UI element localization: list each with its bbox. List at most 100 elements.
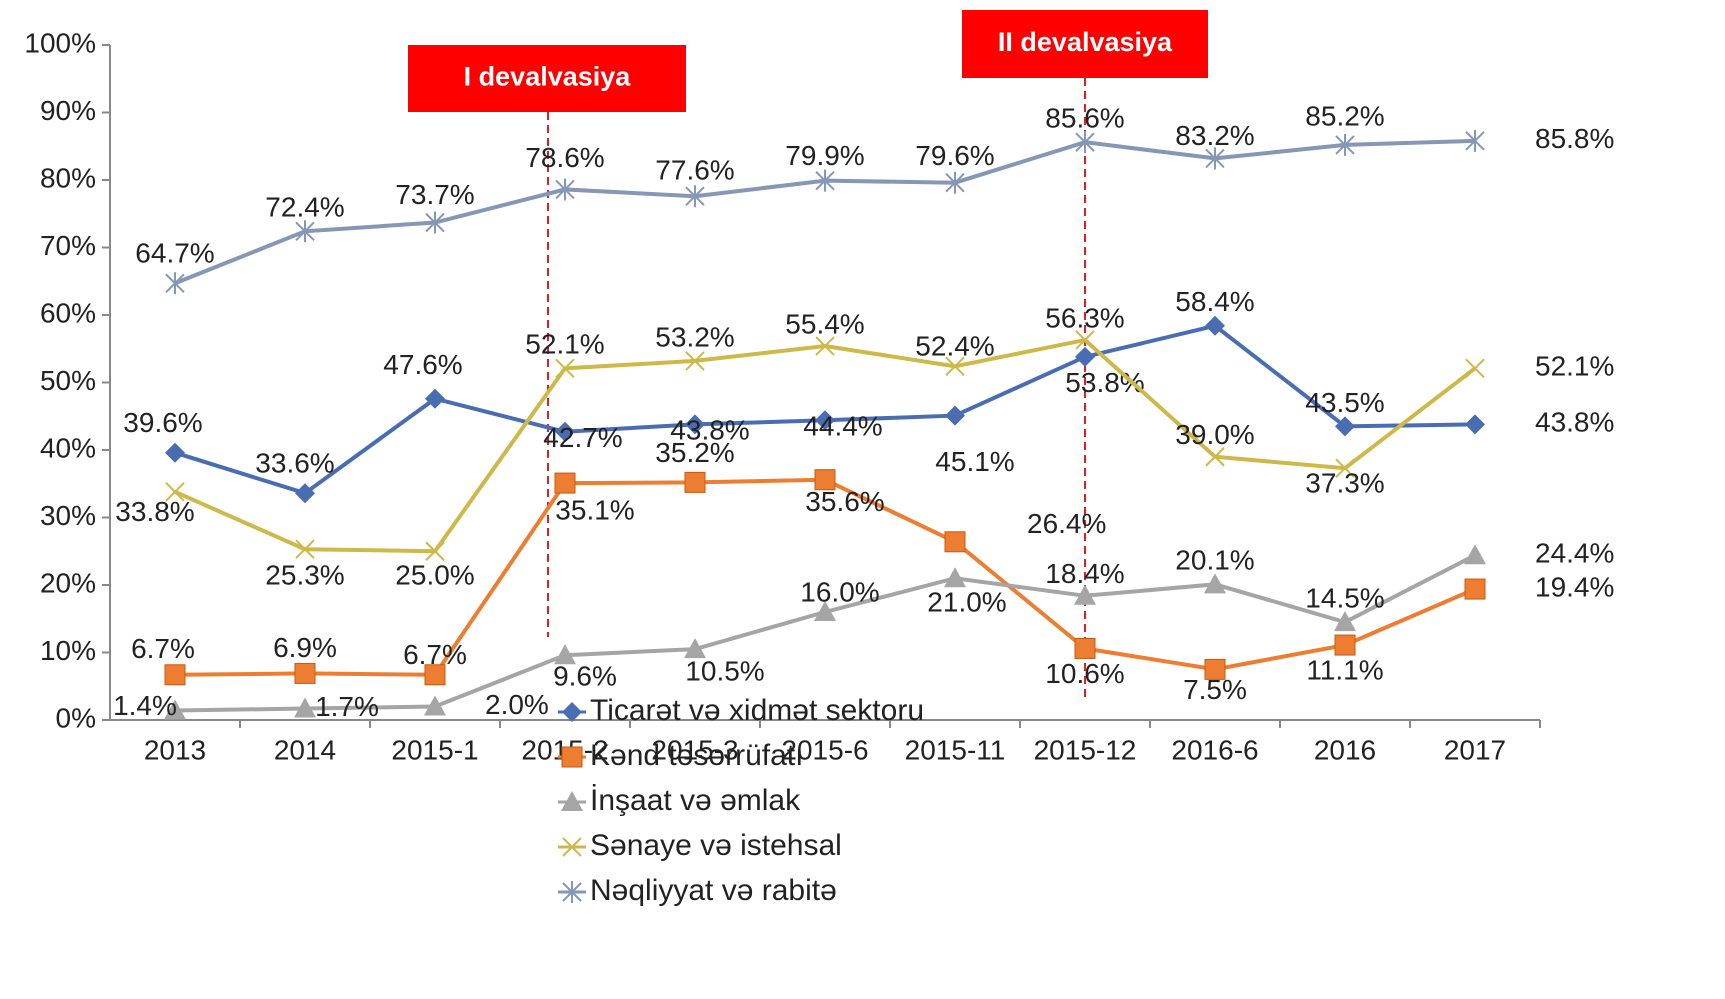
y-tick-label: 40% — [40, 432, 96, 463]
annotation-box — [408, 45, 686, 112]
data-label: 33.8% — [115, 496, 194, 527]
data-label: 39.6% — [123, 407, 202, 438]
data-label: 85.8% — [1535, 123, 1614, 154]
data-label: 72.4% — [265, 192, 344, 223]
legend-label: Kənd təsərrüfatı — [590, 739, 803, 772]
marker — [685, 414, 705, 435]
marker — [1335, 133, 1355, 156]
legend-label: Ticarət və xidmət sektoru — [590, 694, 924, 727]
data-label: 2.0% — [485, 689, 549, 720]
marker — [1204, 658, 1226, 680]
data-label: 10.6% — [1045, 658, 1124, 689]
marker — [1465, 129, 1485, 152]
data-label: 52.1% — [1535, 351, 1614, 382]
data-label: 6.7% — [131, 633, 195, 664]
marker — [1465, 358, 1485, 379]
data-label: 6.7% — [403, 639, 467, 670]
data-label: 58.4% — [1175, 286, 1254, 317]
annotation-box — [962, 10, 1208, 78]
x-tick-label: 2014 — [274, 734, 336, 765]
series: 33.8% 25.3% 25.0% 52.1% 53.2% 55.4% 52.4% 56.3%… — [115, 302, 1614, 590]
data-label: 53.2% — [655, 321, 734, 352]
data-label: 16.0% — [800, 576, 879, 607]
marker — [944, 567, 966, 588]
data-label: 45.1% — [935, 446, 1014, 477]
data-label: 43.8% — [1535, 407, 1614, 438]
y-tick-label: 90% — [40, 95, 96, 126]
marker — [1464, 578, 1486, 600]
marker — [814, 469, 836, 491]
data-label: 35.2% — [655, 437, 734, 468]
data-label: 1.7% — [315, 691, 379, 722]
data-label: 64.7% — [135, 238, 214, 269]
marker — [815, 410, 835, 431]
marker — [814, 601, 836, 621]
data-label: 7.5% — [1183, 674, 1247, 705]
data-label: 79.9% — [785, 140, 864, 171]
data-label: 78.6% — [525, 142, 604, 173]
marker — [1075, 131, 1095, 154]
y-tick-label: 20% — [40, 567, 96, 598]
data-label: 55.4% — [785, 308, 864, 339]
data-label: 77.6% — [655, 155, 734, 186]
data-label: 21.0% — [927, 587, 1006, 618]
series: 64.7% 72.4% 73.7% 78.6% 77.6% 79.9% 79.6% 85.6%… — [135, 100, 1614, 295]
data-label: 44.4% — [803, 411, 882, 442]
marker — [562, 837, 582, 857]
marker — [425, 211, 445, 234]
data-label: 43.8% — [670, 415, 749, 446]
marker — [164, 699, 186, 720]
marker — [685, 185, 705, 208]
data-label: 37.3% — [1305, 468, 1384, 499]
marker — [424, 664, 446, 686]
data-label: 25.3% — [265, 560, 344, 591]
marker — [1075, 330, 1095, 350]
data-label: 20.1% — [1175, 545, 1254, 576]
marker — [165, 442, 185, 463]
y-tick-label: 30% — [40, 500, 96, 531]
marker — [1335, 416, 1355, 437]
marker — [295, 483, 315, 504]
marker — [561, 746, 583, 768]
marker — [1074, 584, 1096, 605]
data-label: 10.5% — [685, 656, 764, 687]
marker — [1075, 346, 1095, 367]
marker — [295, 220, 315, 243]
marker — [555, 421, 575, 442]
x-tick-label: 2015-12 — [1034, 734, 1137, 765]
series: 6.7% 6.9% 6.7% 35.1% 35.2% 35.6% 26.4% 10.6% 7.5… — [131, 437, 1614, 705]
annotation-text: I devalvasiya — [464, 62, 632, 92]
data-label: 9.6% — [553, 661, 617, 692]
marker — [425, 541, 445, 561]
marker — [1334, 634, 1356, 656]
marker — [1334, 611, 1356, 632]
marker — [1205, 315, 1225, 336]
series: 1.4% 1.7% 2.0%9.6% 10.5% 16.0% 21.0% 18.4% 20.1… — [113, 538, 1614, 722]
data-label: 85.6% — [1045, 103, 1124, 134]
y-tick-label: 70% — [40, 230, 96, 261]
y-tick-label: 100% — [24, 27, 96, 58]
x-tick-label: 2015-3 — [651, 734, 738, 765]
data-label: 56.3% — [1045, 302, 1124, 333]
marker — [685, 351, 705, 371]
data-label: 6.9% — [273, 632, 337, 663]
legend-label: İnşaat və əmlak — [590, 784, 801, 817]
marker — [1465, 414, 1485, 435]
data-label: 19.4% — [1535, 571, 1614, 602]
x-tick-label: 2013 — [144, 734, 206, 765]
data-label: 24.4% — [1535, 538, 1614, 569]
data-label: 47.6% — [383, 349, 462, 380]
marker — [944, 531, 966, 553]
data-label: 33.6% — [255, 448, 334, 479]
marker — [562, 881, 582, 903]
marker — [165, 482, 185, 502]
marker — [561, 791, 583, 811]
y-tick-label: 80% — [40, 162, 96, 193]
x-tick-label: 2015-6 — [781, 734, 868, 765]
series: 39.6%33.6%47.6%42.7% 43.8% 44.4%45.1%53.8%… — [123, 286, 1614, 504]
marker — [1074, 637, 1096, 659]
marker — [562, 702, 582, 722]
x-tick-label: 2015-11 — [905, 734, 1006, 765]
legend-label: Sənaye və istehsal — [590, 829, 842, 862]
